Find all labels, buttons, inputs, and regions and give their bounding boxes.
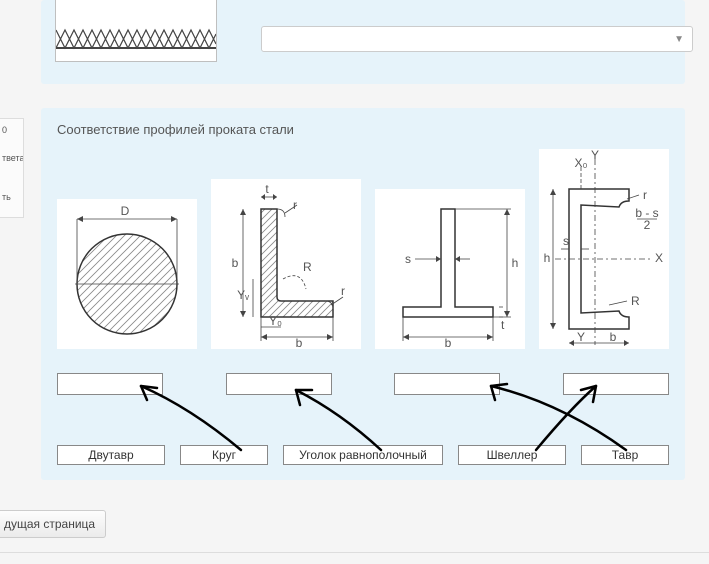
- label-shveller[interactable]: Швеллер: [458, 445, 566, 465]
- svg-text:t: t: [501, 318, 505, 332]
- svg-text:X: X: [655, 251, 663, 265]
- svg-text:r: r: [643, 188, 647, 202]
- label-tavr[interactable]: Тавр: [581, 445, 669, 465]
- svg-text:X₀: X₀: [575, 156, 588, 170]
- question-card-main: Соответствие профилей проката стали D: [41, 108, 685, 480]
- svg-text:Yᵥ: Yᵥ: [237, 288, 249, 302]
- svg-text:Y: Y: [577, 330, 585, 344]
- answer-dropdown[interactable]: ▼: [261, 26, 693, 52]
- label-krug[interactable]: Круг: [180, 445, 268, 465]
- svg-text:h: h: [512, 256, 519, 270]
- labels-row: Двутавр Круг Уголок равнополочный Швелле…: [57, 445, 669, 465]
- question-title: Соответствие профилей проката стали: [57, 122, 669, 137]
- profile-tee: h s t b: [375, 189, 525, 349]
- drop-target[interactable]: [394, 373, 500, 395]
- drop-targets-row: [57, 373, 669, 395]
- sidebar-text: ть: [2, 190, 21, 204]
- svg-text:h: h: [544, 251, 551, 265]
- next-page-button[interactable]: дущая страница: [0, 510, 106, 538]
- label-ugolok[interactable]: Уголок равнополочный: [283, 445, 443, 465]
- pattern-image: [55, 0, 217, 62]
- sidebar-text: 0: [2, 123, 21, 137]
- svg-text:s: s: [563, 234, 569, 248]
- divider: [0, 552, 709, 553]
- label-dvutavr[interactable]: Двутавр: [57, 445, 165, 465]
- svg-text:R: R: [303, 260, 312, 274]
- profiles-row: D R t: [57, 149, 669, 349]
- next-page-label: дущая страница: [4, 517, 95, 531]
- svg-text:s: s: [405, 252, 411, 266]
- svg-text:2: 2: [644, 218, 651, 232]
- drop-target[interactable]: [57, 373, 163, 395]
- dropdown-caret-icon: ▼: [674, 34, 684, 45]
- svg-text:D: D: [121, 204, 130, 218]
- svg-text:r: r: [341, 284, 345, 298]
- sidebar-text: твета: [2, 151, 21, 165]
- svg-text:b: b: [296, 336, 303, 349]
- question-card-top: ▼: [41, 0, 685, 84]
- profile-angle: R t r r b Yᵥ: [211, 179, 361, 349]
- left-sidebar-fragment: 0 твета ть: [0, 118, 24, 218]
- svg-text:b: b: [610, 330, 617, 344]
- profile-circle: D: [57, 199, 197, 349]
- drop-target[interactable]: [563, 373, 669, 395]
- svg-text:R: R: [631, 294, 640, 308]
- svg-text:t: t: [265, 182, 269, 196]
- svg-text:Y₀: Y₀: [269, 314, 282, 328]
- svg-text:b: b: [232, 256, 239, 270]
- svg-text:Y: Y: [591, 149, 599, 162]
- profile-channel: Y X X₀ h s r b - s 2 R: [539, 149, 669, 349]
- svg-text:b: b: [445, 336, 452, 349]
- drop-target[interactable]: [226, 373, 332, 395]
